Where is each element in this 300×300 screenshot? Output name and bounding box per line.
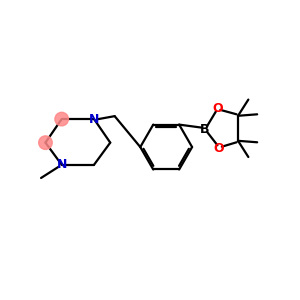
Circle shape xyxy=(55,112,68,126)
Text: O: O xyxy=(212,102,223,115)
Text: N: N xyxy=(89,112,99,126)
Text: B: B xyxy=(200,122,209,136)
Text: O: O xyxy=(214,142,224,155)
Circle shape xyxy=(39,136,52,149)
Text: N: N xyxy=(56,158,67,171)
